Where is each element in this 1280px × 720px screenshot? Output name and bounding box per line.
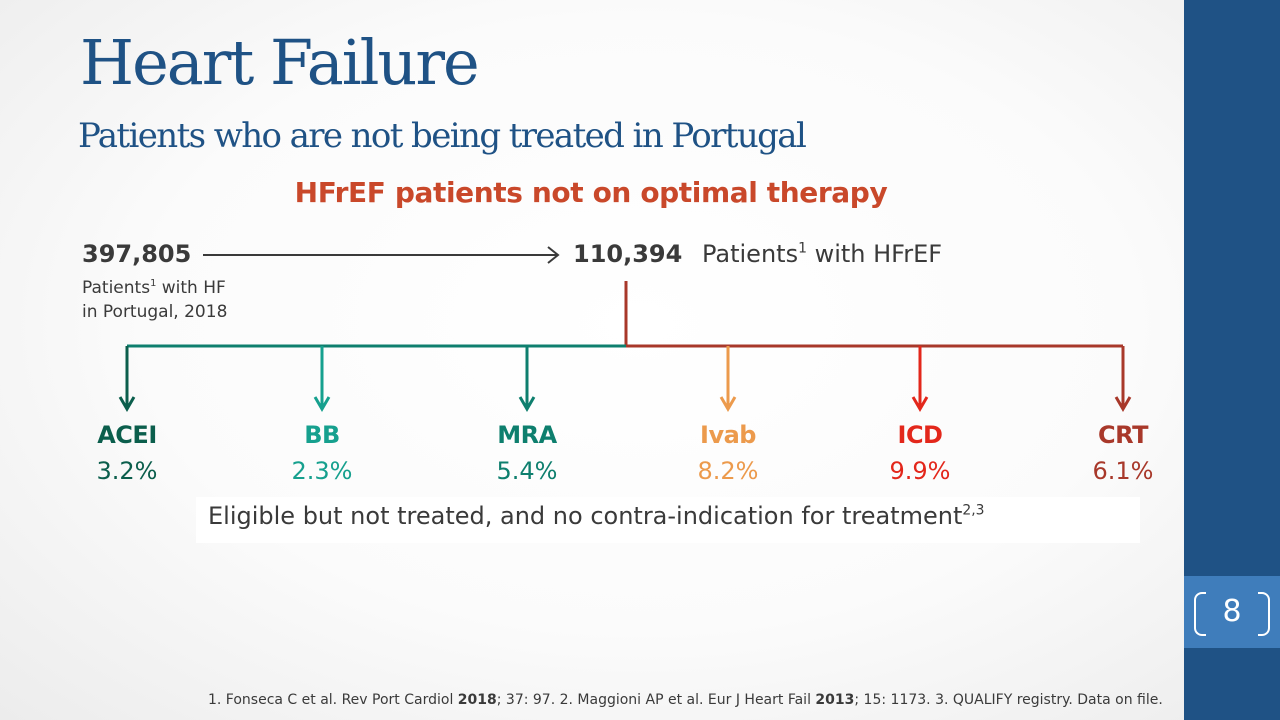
therapy-name: Ivab (700, 421, 756, 449)
arrowhead-bb-icon (313, 396, 331, 412)
total-label-sup: 1 (150, 278, 157, 290)
therapy-name: BB (304, 421, 340, 449)
arrowhead-ivab-icon (719, 396, 737, 412)
page-number: 8 (1222, 594, 1242, 629)
footnote-part-2: ; 37: 97. 2. Maggioni AP et al. Eur J He… (496, 692, 816, 708)
total-label-suffix: with HF (156, 278, 226, 298)
page-number-box: 8 (1184, 576, 1280, 648)
therapy-value: 5.4% (496, 457, 558, 485)
flow-diagram (118, 246, 1132, 412)
arrowhead-acei-icon (118, 396, 136, 412)
total-patients-label: Patients1 with HF in Portugal, 2018 (82, 276, 227, 324)
therapy-value: 2.3% (291, 457, 353, 485)
hfref-patients-label: Patients1 with HFrEF (702, 240, 942, 268)
footnote-year-2: 2013 (815, 692, 855, 708)
therapy-name: MRA (497, 421, 557, 449)
eligible-sup: 2,3 (962, 502, 985, 519)
right-bracket-icon (1258, 592, 1270, 636)
footnote-year-1: 2018 (457, 692, 497, 708)
therapy-name: ICD (897, 421, 943, 449)
therapy-value: 6.1% (1092, 457, 1154, 485)
therapy-value: 8.2% (697, 457, 759, 485)
hfref-label-sup: 1 (798, 240, 807, 257)
slide-title: Heart Failure (80, 26, 480, 99)
hfref-patients-value: 110,394 (573, 240, 683, 268)
eligible-box (196, 497, 1140, 543)
eligible-caption: Eligible but not treated, and no contra-… (208, 502, 984, 530)
slide-subtitle: Patients who are not being treated in Po… (78, 116, 807, 156)
hfref-label-suffix: with HFrEF (806, 240, 943, 268)
therapy-icd: ICD 9.9% (850, 421, 990, 485)
therapy-name: ACEI (97, 421, 157, 449)
footnote-part-3: ; 15: 1173. 3. QUALIFY registry. Data on… (854, 692, 1163, 708)
total-patients-value: 397,805 (82, 240, 192, 268)
therapy-value: 3.2% (96, 457, 158, 485)
therapy-bb: BB 2.3% (252, 421, 392, 485)
footnote-part-1: 1. Fonseca C et al. Rev Port Cardiol (208, 692, 458, 708)
hfref-label-prefix: Patients (702, 240, 799, 268)
therapy-mra: MRA 5.4% (457, 421, 597, 485)
therapy-ivab: Ivab 8.2% (658, 421, 798, 485)
eligible-text: Eligible but not treated, and no contra-… (208, 502, 963, 530)
total-label-line2: in Portugal, 2018 (82, 302, 228, 322)
therapy-name: CRT (1098, 421, 1148, 449)
therapy-crt: CRT 6.1% (1053, 421, 1193, 485)
total-label-prefix: Patients (82, 278, 151, 298)
headline: HFrEF patients not on optimal therapy (294, 176, 888, 209)
main-arrowhead-icon (547, 246, 560, 264)
therapy-value: 9.9% (889, 457, 951, 485)
arrowhead-icd-icon (911, 396, 929, 412)
arrowhead-crt-icon (1114, 396, 1132, 412)
footnote: 1. Fonseca C et al. Rev Port Cardiol 201… (208, 692, 1163, 708)
arrowhead-mra-icon (518, 396, 536, 412)
left-bracket-icon (1194, 592, 1206, 636)
therapy-acei: ACEI 3.2% (57, 421, 197, 485)
